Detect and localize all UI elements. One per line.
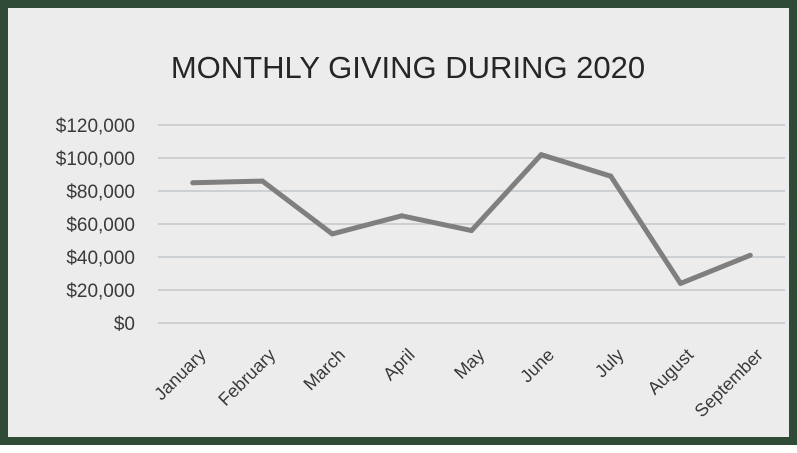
x-tick-label: March — [299, 345, 349, 395]
series-layer — [190, 152, 753, 286]
y-tick-label: $60,000 — [66, 215, 135, 236]
line-chart: MONTHLY GIVING DURING 2020 $0 $20,000 $40,… — [56, 50, 785, 421]
data-point — [399, 213, 405, 219]
x-tick-label: June — [516, 345, 558, 387]
y-axis-ticks: $0 $20,000 $40,000 $60,000 $80,000 $100,000 $1… — [56, 116, 135, 335]
y-tick-label: $0 — [114, 314, 135, 335]
y-tick-label: $40,000 — [66, 248, 135, 269]
data-point — [190, 180, 196, 186]
data-point — [469, 228, 474, 234]
series-line — [190, 152, 753, 286]
x-tick-label: January — [150, 345, 209, 404]
x-tick-label: May — [450, 345, 488, 383]
x-tick-label: September — [691, 345, 767, 421]
y-tick-label: $120,000 — [56, 116, 135, 137]
data-point — [538, 152, 544, 158]
data-point — [747, 252, 753, 258]
y-tick-label: $20,000 — [66, 281, 135, 302]
data-point — [678, 280, 683, 286]
data-point — [260, 178, 265, 184]
data-point — [608, 173, 614, 179]
chart-title: MONTHLY GIVING DURING 2020 — [171, 50, 645, 85]
x-tick-label: August — [644, 345, 698, 399]
gridlines — [158, 124, 785, 324]
x-axis-ticks: January February March April May June July Augu… — [150, 345, 767, 421]
x-tick-label: April — [379, 345, 419, 385]
x-tick-label: July — [591, 345, 628, 382]
y-tick-label: $100,000 — [56, 149, 135, 170]
x-tick-label: February — [214, 345, 279, 410]
data-point — [329, 231, 335, 237]
y-tick-label: $80,000 — [66, 182, 135, 203]
